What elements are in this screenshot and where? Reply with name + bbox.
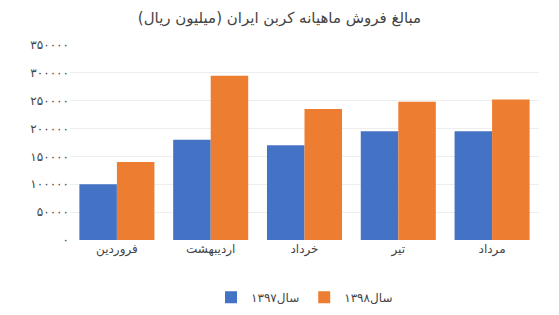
svg-text:مرداد: مرداد (479, 242, 506, 257)
svg-text:سال۱۳۹۷: سال۱۳۹۷ (251, 291, 299, 305)
svg-text:۱۵۰۰۰۰: ۱۵۰۰۰۰ (30, 150, 69, 164)
svg-text:خرداد: خرداد (290, 242, 318, 257)
svg-text:تیر: تیر (391, 242, 406, 257)
svg-text:فروردین: فروردین (96, 242, 138, 257)
svg-text:مبالغ فروش ماهیانه کربن ایران: مبالغ فروش ماهیانه کربن ایران (میلیون ری… (138, 9, 421, 27)
svg-text:۰: ۰ (63, 233, 69, 247)
svg-text:۱۰۰۰۰۰: ۱۰۰۰۰۰ (30, 177, 69, 191)
svg-text:اردیبهشت: اردیبهشت (186, 242, 235, 257)
svg-text:سال۱۳۹۸: سال۱۳۹۸ (344, 291, 392, 305)
svg-text:۲۰۰۰۰۰: ۲۰۰۰۰۰ (30, 122, 69, 136)
svg-text:۲۵۰۰۰۰: ۲۵۰۰۰۰ (30, 94, 69, 108)
svg-text:۵۰۰۰۰: ۵۰۰۰۰ (37, 205, 69, 219)
svg-text:۳۵۰۰۰۰: ۳۵۰۰۰۰ (30, 38, 69, 52)
svg-text:۳۰۰۰۰۰: ۳۰۰۰۰۰ (30, 66, 69, 80)
